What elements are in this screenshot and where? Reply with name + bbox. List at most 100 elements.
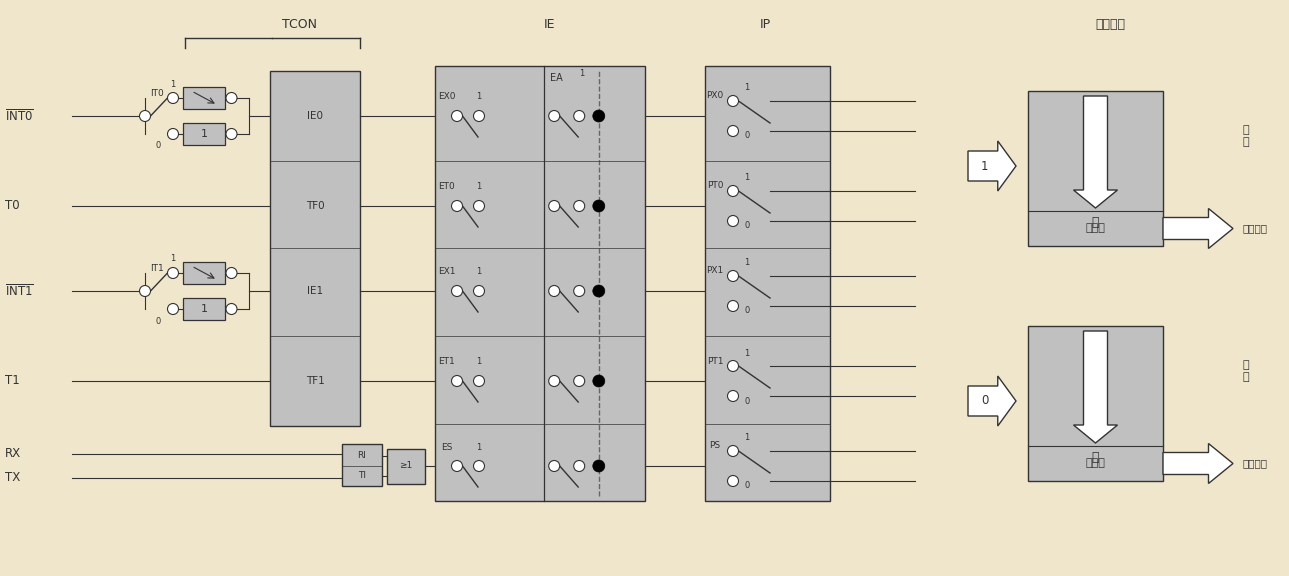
Bar [342, 444, 382, 486]
Text: TX: TX [5, 472, 21, 484]
Text: ES: ES [441, 442, 452, 452]
Text: 1: 1 [170, 255, 175, 263]
Text: 1: 1 [477, 358, 482, 366]
Text: 中断源: 中断源 [1085, 458, 1106, 468]
Text: 0: 0 [744, 131, 750, 141]
Circle shape [727, 445, 739, 457]
Text: 1: 1 [477, 442, 482, 452]
Text: 1: 1 [477, 267, 482, 276]
Circle shape [727, 126, 739, 137]
Bar [269, 71, 360, 426]
Text: EX0: EX0 [438, 93, 456, 101]
Polygon shape [1074, 96, 1118, 208]
Circle shape [451, 111, 463, 122]
Text: 1: 1 [744, 348, 750, 358]
Circle shape [549, 286, 559, 297]
Text: PS: PS [709, 441, 721, 450]
Circle shape [549, 200, 559, 211]
Text: 优: 优 [1092, 170, 1100, 184]
Circle shape [473, 460, 485, 472]
Circle shape [226, 93, 237, 104]
Text: 0: 0 [981, 395, 989, 407]
Circle shape [574, 286, 585, 297]
Circle shape [473, 376, 485, 386]
Text: ≥1: ≥1 [400, 461, 412, 471]
Circle shape [549, 460, 559, 472]
Text: TCON: TCON [282, 17, 317, 31]
Text: 0: 0 [744, 306, 750, 316]
Text: IE: IE [544, 17, 556, 31]
Circle shape [226, 128, 237, 139]
Text: 优: 优 [1092, 406, 1100, 419]
Text: ET1: ET1 [438, 358, 455, 366]
Polygon shape [1163, 444, 1234, 483]
Text: 1: 1 [744, 173, 750, 183]
Text: 1: 1 [744, 84, 750, 93]
Text: 1: 1 [201, 304, 208, 314]
Text: 1: 1 [477, 183, 482, 191]
Text: 高
级: 高 级 [1243, 125, 1249, 147]
Bar [705, 66, 830, 501]
Text: 1: 1 [981, 160, 989, 172]
Circle shape [593, 200, 605, 212]
Circle shape [139, 286, 151, 297]
Text: EA: EA [550, 73, 562, 83]
Circle shape [549, 376, 559, 386]
Text: 然: 然 [1092, 147, 1100, 161]
Circle shape [168, 304, 178, 314]
Bar [183, 87, 226, 109]
Text: EX1: EX1 [438, 267, 456, 276]
Text: 1: 1 [744, 259, 750, 267]
Circle shape [168, 267, 178, 279]
Text: 中断源: 中断源 [1085, 223, 1106, 233]
Circle shape [226, 304, 237, 314]
Bar [1029, 326, 1163, 481]
Text: 中断入口: 中断入口 [1243, 223, 1268, 233]
Circle shape [727, 215, 739, 226]
Text: 低
级: 低 级 [1243, 360, 1249, 382]
Circle shape [727, 271, 739, 282]
Circle shape [727, 96, 739, 107]
Text: 0: 0 [156, 316, 161, 325]
Polygon shape [968, 376, 1016, 426]
Text: RI: RI [357, 452, 366, 460]
Text: 自: 自 [1092, 124, 1100, 138]
Text: PT1: PT1 [706, 357, 723, 366]
Text: PX1: PX1 [706, 267, 723, 275]
Bar [183, 298, 226, 320]
Text: 0: 0 [744, 482, 750, 491]
Text: 1: 1 [170, 79, 175, 89]
Polygon shape [1074, 331, 1118, 443]
Text: 0: 0 [744, 396, 750, 406]
Polygon shape [968, 141, 1016, 191]
Text: RX: RX [5, 448, 21, 460]
Circle shape [473, 200, 485, 211]
Circle shape [168, 128, 178, 139]
Text: TI: TI [358, 472, 366, 480]
Text: 级: 级 [1092, 452, 1100, 464]
Text: TF0: TF0 [305, 201, 325, 211]
Text: IE1: IE1 [307, 286, 324, 296]
Text: 0: 0 [156, 142, 161, 150]
Circle shape [727, 391, 739, 401]
Text: 自: 自 [1092, 359, 1100, 373]
Circle shape [168, 93, 178, 104]
Circle shape [727, 361, 739, 372]
Text: 1: 1 [201, 129, 208, 139]
Text: 先: 先 [1092, 194, 1100, 207]
Circle shape [473, 111, 485, 122]
Text: 级: 级 [1092, 217, 1100, 229]
Circle shape [451, 200, 463, 211]
Text: PT0: PT0 [706, 181, 723, 191]
Circle shape [593, 460, 605, 472]
Text: 然: 然 [1092, 382, 1100, 396]
Text: 1: 1 [477, 93, 482, 101]
Circle shape [727, 185, 739, 196]
Text: PX0: PX0 [706, 92, 723, 100]
Text: IT1: IT1 [150, 264, 164, 274]
Bar [1029, 91, 1163, 246]
Text: TF1: TF1 [305, 376, 325, 386]
Circle shape [593, 375, 605, 387]
Text: 1: 1 [580, 69, 585, 78]
Circle shape [574, 460, 585, 472]
